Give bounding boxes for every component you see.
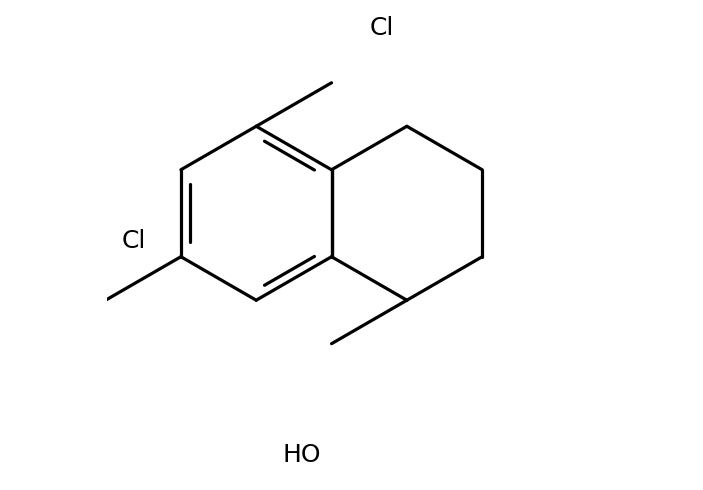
Text: Cl: Cl	[122, 229, 146, 253]
Text: HO: HO	[283, 443, 321, 467]
Text: Cl: Cl	[370, 16, 394, 40]
